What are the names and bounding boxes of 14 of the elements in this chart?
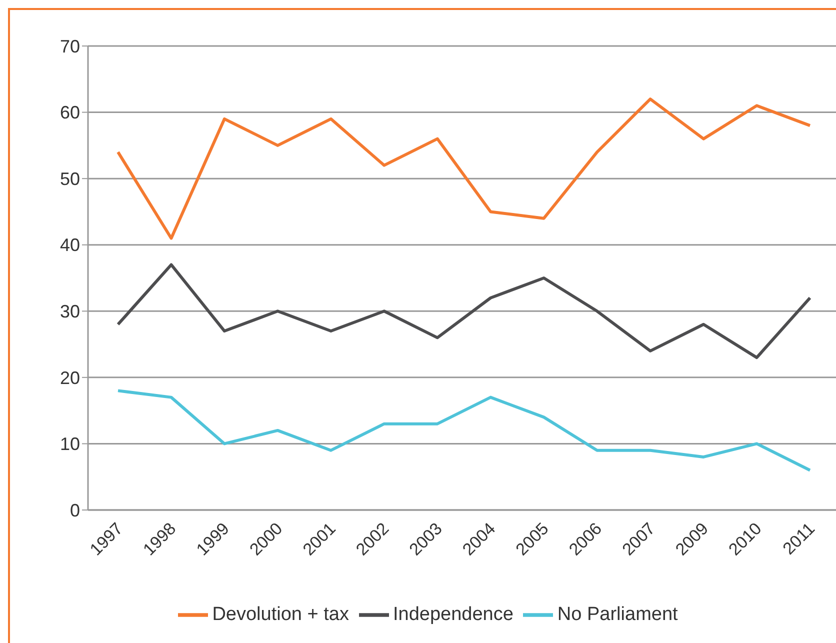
y-tick-label: 60	[60, 102, 80, 123]
y-tick-label: 10	[60, 434, 80, 454]
y-tick-label: 40	[60, 235, 80, 256]
line-series	[116, 389, 812, 472]
y-tick-label: 30	[60, 302, 80, 322]
y-tick-label: 20	[60, 368, 80, 388]
line-series	[116, 263, 812, 360]
line-series	[116, 98, 812, 240]
legend-label: Independence	[392, 604, 514, 626]
y-tick-label: 0	[70, 500, 80, 520]
legend-label: Devolution + tax	[212, 604, 349, 626]
y-tick-label: 50	[60, 168, 80, 189]
y-tick-label: 70	[60, 36, 80, 56]
legend-label: No Parliament	[557, 604, 678, 626]
